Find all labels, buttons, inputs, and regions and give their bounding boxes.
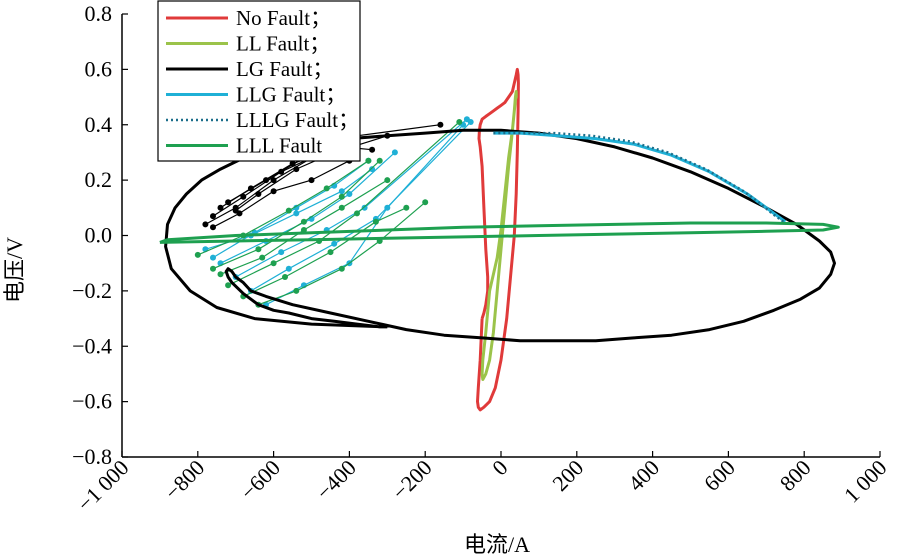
y-tick-label: −0.2 — [72, 278, 112, 303]
fault-trace-point — [346, 191, 353, 197]
fault-trace-point — [361, 204, 368, 211]
fault-trace-point — [210, 224, 216, 231]
fault-trace-point — [376, 157, 383, 164]
fault-trace-point — [437, 121, 444, 128]
fault-trace-point — [270, 177, 277, 184]
fault-trace-point — [338, 193, 345, 200]
fault-trace-point — [240, 193, 247, 200]
x-tick-label: 200 — [547, 455, 588, 496]
legend-label: No Fault； — [236, 6, 331, 30]
y-tick-label: −0.6 — [72, 389, 112, 414]
y-tick-label: −0.8 — [72, 444, 112, 469]
fault-trace-point — [323, 185, 330, 192]
series-line-6 — [159, 221, 840, 244]
legend-label: LLG Fault； — [236, 83, 346, 107]
legend-box — [157, 0, 361, 162]
fault-trace-point — [338, 204, 345, 211]
y-tick-label: 0.0 — [85, 223, 113, 248]
fault-trace-point — [327, 249, 334, 256]
fault-trace-point — [278, 249, 285, 256]
y-axis-title: 电压/V — [2, 237, 27, 303]
series-line-1 — [476, 67, 520, 412]
fault-trace-point — [270, 188, 277, 195]
fault-trace-point — [202, 221, 209, 228]
fault-trace-point — [285, 265, 292, 272]
y-tick-label: 0.8 — [85, 1, 113, 26]
fault-trace-point — [293, 210, 300, 217]
fault-trace-point — [210, 265, 216, 272]
fault-trace-point — [391, 149, 398, 156]
fault-trace-point — [210, 254, 216, 261]
x-tick-label: −400 — [311, 455, 361, 505]
x-tick-label: −200 — [387, 455, 437, 505]
legend-label: LLLG Fault； — [236, 108, 359, 132]
fault-trace-point — [225, 199, 232, 206]
fault-trace-point — [259, 254, 266, 261]
series-line-4 — [493, 131, 787, 223]
fault-trace-point — [293, 166, 300, 173]
fault-trace-point — [285, 207, 292, 214]
y-tick-label: −0.4 — [72, 333, 112, 358]
series-line-3 — [164, 128, 836, 343]
y-tick-label: 0.6 — [85, 56, 113, 81]
fault-trace-point — [210, 213, 216, 220]
legend-label: LL Fault； — [236, 32, 330, 56]
legend-label: LG Fault； — [236, 57, 333, 81]
fault-trace-line — [243, 207, 407, 297]
fault-trace-point — [372, 218, 379, 225]
plot-area — [159, 67, 840, 412]
fault-trace-point — [422, 199, 429, 206]
x-axis-title: 电流/A — [464, 532, 530, 556]
fault-trace-point — [217, 271, 224, 278]
fault-trace-point — [338, 188, 345, 195]
fault-trace-point — [456, 119, 463, 125]
fault-trace-point — [331, 240, 338, 247]
x-tick-label: 600 — [699, 455, 740, 496]
fault-trace-point — [270, 260, 277, 267]
y-tick-label: 0.2 — [85, 167, 113, 192]
fault-trace-point — [384, 177, 391, 184]
fault-trace-point — [308, 177, 315, 184]
legend-label: LLL Fault — [236, 134, 322, 158]
fault-trace-point — [217, 204, 224, 211]
fault-trace-point — [467, 119, 474, 125]
fault-trace-point — [403, 204, 410, 211]
fault-trace-point — [369, 166, 376, 173]
fault-trace-point — [384, 204, 391, 211]
legend: No Fault；LL Fault；LG Fault；LLG Fault；LLL… — [157, 0, 361, 162]
series-line-2 — [480, 90, 518, 381]
x-tick-label: 0 — [487, 455, 512, 480]
fault-trace-point — [338, 265, 345, 272]
fault-trace-point — [225, 282, 232, 289]
fault-trace-point — [236, 210, 243, 217]
x-tick-label: 400 — [623, 455, 664, 496]
fault-trace-point — [369, 146, 376, 153]
fault-trace-point — [255, 191, 262, 197]
x-tick-label: 1 000 — [839, 455, 892, 508]
x-tick-label: 800 — [775, 455, 816, 496]
fault-trace-point — [293, 204, 300, 211]
fault-trace-point — [293, 287, 300, 294]
fault-trace-point — [365, 157, 372, 164]
fault-trace-point — [300, 218, 307, 225]
fault-trace-point — [194, 251, 201, 258]
fault-trace-point — [354, 210, 360, 217]
fault-trace-point — [255, 246, 262, 253]
x-tick-label: −600 — [235, 455, 285, 505]
series-line-5 — [493, 131, 785, 223]
fault-trace-point — [263, 177, 269, 184]
y-tick-label: 0.4 — [85, 112, 113, 137]
x-tick-label: −800 — [160, 455, 210, 505]
fault-trace-point — [282, 274, 288, 280]
